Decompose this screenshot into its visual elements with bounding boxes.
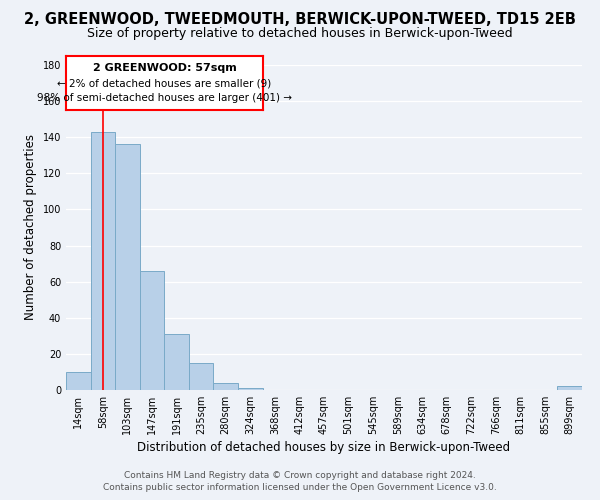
Bar [164, 334, 189, 390]
Bar [91, 132, 115, 390]
Text: 98% of semi-detached houses are larger (401) →: 98% of semi-detached houses are larger (… [37, 93, 292, 103]
Bar [557, 386, 582, 390]
Bar [115, 144, 140, 390]
Text: Contains HM Land Registry data © Crown copyright and database right 2024.
Contai: Contains HM Land Registry data © Crown c… [103, 471, 497, 492]
Text: 2 GREENWOOD: 57sqm: 2 GREENWOOD: 57sqm [92, 63, 236, 73]
Text: ← 2% of detached houses are smaller (9): ← 2% of detached houses are smaller (9) [58, 78, 272, 88]
X-axis label: Distribution of detached houses by size in Berwick-upon-Tweed: Distribution of detached houses by size … [137, 442, 511, 454]
Bar [140, 271, 164, 390]
Text: Size of property relative to detached houses in Berwick-upon-Tweed: Size of property relative to detached ho… [87, 28, 513, 40]
Bar [214, 383, 238, 390]
Bar [66, 372, 91, 390]
Bar [189, 363, 214, 390]
Bar [238, 388, 263, 390]
Y-axis label: Number of detached properties: Number of detached properties [24, 134, 37, 320]
Text: 2, GREENWOOD, TWEEDMOUTH, BERWICK-UPON-TWEED, TD15 2EB: 2, GREENWOOD, TWEEDMOUTH, BERWICK-UPON-T… [24, 12, 576, 28]
